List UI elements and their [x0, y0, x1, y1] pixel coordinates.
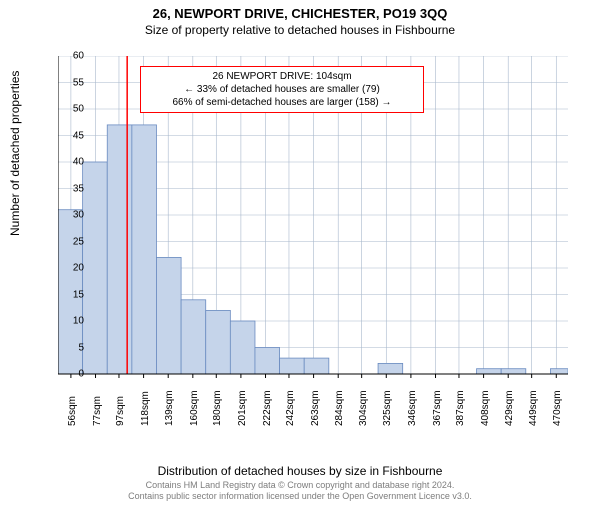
- x-tick-label: 387sqm: [455, 390, 466, 426]
- y-tick-label: 55: [54, 77, 84, 88]
- x-tick-label: 160sqm: [189, 390, 200, 426]
- x-tick-label: 242sqm: [285, 390, 296, 426]
- annotation-line-2: ← 33% of detached houses are smaller (79…: [147, 83, 417, 96]
- x-tick-label: 367sqm: [432, 390, 443, 426]
- x-tick-label: 118sqm: [140, 391, 151, 426]
- y-tick-label: 5: [54, 342, 84, 353]
- y-tick-label: 10: [54, 316, 84, 327]
- footer-line-2: Contains public sector information licen…: [0, 491, 600, 502]
- footer-line-1: Contains HM Land Registry data © Crown c…: [0, 480, 600, 491]
- y-tick-label: 40: [54, 157, 84, 168]
- x-tick-label: 429sqm: [504, 390, 515, 426]
- x-tick-label: 449sqm: [528, 390, 539, 426]
- chart-footer: Contains HM Land Registry data © Crown c…: [0, 480, 600, 502]
- x-tick-label: 139sqm: [164, 390, 175, 426]
- chart-subtitle: Size of property relative to detached ho…: [0, 23, 600, 37]
- x-tick-label: 201sqm: [237, 390, 248, 426]
- x-tick-label: 77sqm: [92, 396, 103, 426]
- annotation-line-1: 26 NEWPORT DRIVE: 104sqm: [147, 70, 417, 83]
- y-tick-label: 30: [54, 210, 84, 221]
- y-tick-label: 25: [54, 236, 84, 247]
- x-tick-label: 97sqm: [115, 396, 126, 426]
- annotation-line-3: 66% of semi-detached houses are larger (…: [147, 96, 417, 109]
- chart-title: 26, NEWPORT DRIVE, CHICHESTER, PO19 3QQ: [0, 6, 600, 21]
- x-tick-label: 180sqm: [212, 390, 223, 426]
- x-tick-label: 325sqm: [382, 390, 393, 426]
- y-tick-label: 15: [54, 289, 84, 300]
- x-tick-label: 346sqm: [407, 390, 418, 426]
- chart-container: 26, NEWPORT DRIVE, CHICHESTER, PO19 3QQ …: [0, 6, 600, 506]
- y-tick-label: 35: [54, 183, 84, 194]
- x-tick-label: 470sqm: [552, 390, 563, 426]
- x-axis-label: Distribution of detached houses by size …: [0, 464, 600, 478]
- x-tick-label: 56sqm: [67, 396, 78, 426]
- y-tick-label: 0: [54, 369, 84, 380]
- x-tick-label: 222sqm: [262, 390, 273, 426]
- x-tick-label: 284sqm: [334, 390, 345, 426]
- annotation-box: 26 NEWPORT DRIVE: 104sqm ← 33% of detach…: [140, 66, 424, 113]
- y-tick-label: 60: [54, 51, 84, 62]
- x-tick-label: 304sqm: [358, 390, 369, 426]
- y-tick-label: 20: [54, 263, 84, 274]
- y-tick-label: 50: [54, 104, 84, 115]
- y-tick-label: 45: [54, 130, 84, 141]
- x-tick-label: 263sqm: [310, 390, 321, 426]
- y-axis-label: Number of detached properties: [8, 71, 22, 236]
- x-tick-label: 408sqm: [480, 390, 491, 426]
